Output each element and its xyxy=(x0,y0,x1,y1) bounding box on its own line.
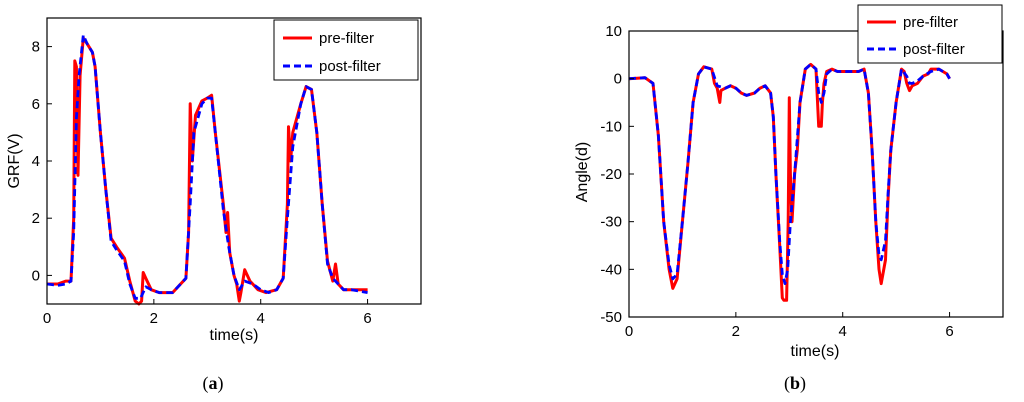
caption-b: (b) xyxy=(784,373,806,394)
legend-box-b xyxy=(857,4,1003,64)
legend-a: pre-filter post-filter xyxy=(273,19,419,81)
series-line-post-filter-b xyxy=(628,63,951,285)
legend-label-post-filter-a: post-filter xyxy=(319,58,381,75)
caption-b-open: ( xyxy=(784,373,790,394)
legend-b: pre-filter post-filter xyxy=(857,4,1003,64)
caption-a-close: ) xyxy=(218,373,224,394)
plot-area-a xyxy=(46,33,368,306)
legend-label-post-filter-b: post-filter xyxy=(903,41,965,58)
y-axis-label-b: Angle(d) xyxy=(574,142,591,202)
y-tick-label-b: 10 xyxy=(605,23,622,40)
y-tick-label-a: 6 xyxy=(32,96,40,113)
x-tick-label-b: 2 xyxy=(732,323,740,340)
y-tick-label-a: 4 xyxy=(32,153,40,170)
x-axis-label-b: time(s) xyxy=(791,343,840,360)
caption-a-open: ( xyxy=(203,373,209,394)
legend-label-pre-filter-b: pre-filter xyxy=(903,14,958,31)
y-tick-label-b: -50 xyxy=(600,309,622,326)
legend-label-pre-filter-a: pre-filter xyxy=(319,30,374,47)
y-tick-label-b: -20 xyxy=(600,166,622,183)
x-tick-label-a: 6 xyxy=(363,310,371,327)
x-tick-label-b: 0 xyxy=(625,323,633,340)
caption-a-letter: a xyxy=(209,373,218,393)
plot-area-b xyxy=(628,62,951,302)
axis-ticks-b: 0 2 4 6 10 0 -10 -20 -30 -40 -50 xyxy=(600,23,953,340)
y-axis-label-a: GRF(V) xyxy=(6,133,23,188)
y-tick-label-a: 0 xyxy=(32,267,40,284)
y-tick-label-b: 0 xyxy=(614,71,622,88)
chart-panel-a: 0 2 4 6 0 2 4 6 8 time(s) GRF(V) pre-filter post… xyxy=(6,17,422,394)
x-tick-label-b: 6 xyxy=(945,323,953,340)
x-axis-label-a: time(s) xyxy=(210,327,259,344)
x-tick-label-a: 2 xyxy=(150,310,158,327)
y-tick-label-a: 8 xyxy=(32,39,40,56)
x-tick-label-b: 4 xyxy=(839,323,847,340)
axis-ticks-a: 0 2 4 6 0 2 4 6 8 xyxy=(32,39,372,327)
caption-a: (a) xyxy=(203,373,224,394)
x-tick-label-a: 4 xyxy=(257,310,265,327)
y-tick-label-b: -10 xyxy=(600,118,622,135)
caption-b-letter: b xyxy=(790,373,800,393)
series-line-post-filter-a xyxy=(46,33,368,300)
y-tick-label-a: 2 xyxy=(32,210,40,227)
legend-box-a xyxy=(273,19,419,81)
caption-b-close: ) xyxy=(800,373,806,394)
y-tick-label-b: -30 xyxy=(600,214,622,231)
y-tick-label-b: -40 xyxy=(600,261,622,278)
x-tick-label-a: 0 xyxy=(43,310,51,327)
